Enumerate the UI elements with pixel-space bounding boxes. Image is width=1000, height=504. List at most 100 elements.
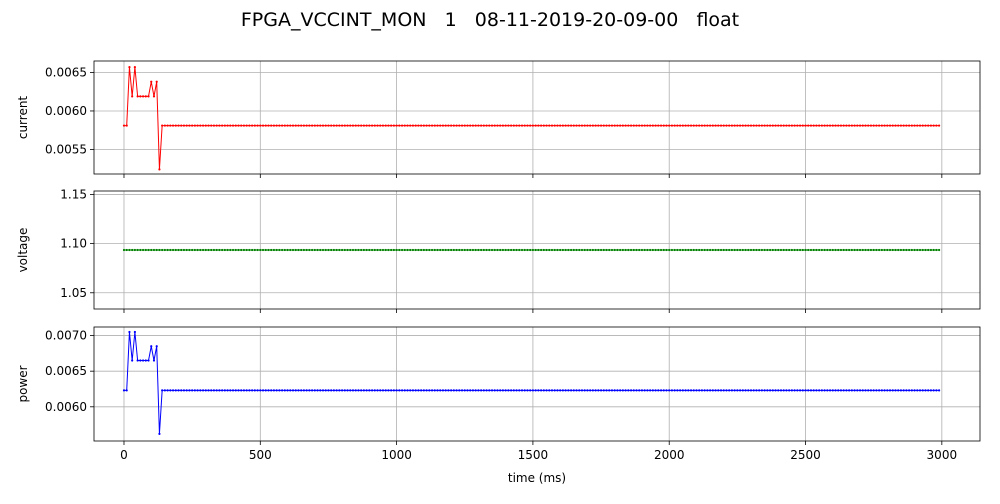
data-point (916, 124, 919, 127)
data-point (278, 389, 281, 392)
data-point (302, 248, 306, 252)
data-point (210, 248, 213, 252)
data-point (400, 124, 404, 127)
data-point (310, 248, 314, 252)
data-point (689, 248, 693, 252)
data-point (376, 124, 379, 127)
data-point (520, 124, 524, 127)
data-point (283, 124, 286, 127)
data-point (400, 248, 404, 252)
data-point (594, 124, 597, 127)
data-point (739, 124, 742, 127)
data-point (749, 124, 753, 127)
data-point (744, 389, 747, 392)
data-point (599, 124, 603, 127)
x-tick-label: 500 (249, 448, 272, 462)
data-point (338, 248, 341, 252)
data-point (297, 248, 300, 252)
data-point (646, 389, 649, 392)
data-point (550, 389, 554, 392)
data-point (264, 248, 267, 252)
data-point (305, 248, 308, 252)
data-point (788, 248, 791, 252)
data-point (679, 389, 682, 392)
data-point (291, 389, 295, 392)
data-point (839, 248, 843, 252)
data-point (275, 124, 278, 127)
data-point (837, 389, 840, 392)
data-point (812, 124, 815, 127)
data-point (627, 124, 630, 127)
data-point (809, 389, 813, 392)
data-point (354, 124, 357, 127)
data-point (679, 124, 682, 127)
data-point (774, 124, 777, 127)
data-point (853, 389, 856, 392)
data-point (768, 248, 772, 252)
data-point (798, 124, 802, 127)
data-point (616, 389, 619, 392)
data-point (790, 124, 794, 127)
data-point (679, 248, 682, 252)
data-point (338, 124, 341, 127)
data-point (878, 389, 881, 392)
data-point (938, 248, 941, 252)
data-point (807, 124, 810, 127)
data-point (141, 248, 145, 252)
data-point (910, 389, 913, 392)
data-point (144, 359, 147, 362)
data-point (831, 389, 834, 392)
data-point (261, 248, 265, 252)
data-point (493, 124, 496, 127)
data-point (281, 389, 284, 392)
data-point (204, 124, 207, 127)
data-point (684, 389, 687, 392)
data-point (485, 124, 488, 127)
data-point (733, 124, 736, 127)
data-point (242, 124, 246, 127)
data-point (237, 248, 240, 252)
data-point (368, 389, 371, 392)
data-point (185, 389, 188, 392)
data-point (218, 124, 221, 127)
data-point (739, 389, 742, 392)
data-point (632, 389, 635, 392)
data-point (613, 389, 616, 392)
data-point (627, 248, 630, 252)
data-point (474, 248, 477, 252)
data-point (848, 124, 851, 127)
data-point (166, 248, 169, 252)
data-point (161, 389, 164, 392)
data-point (330, 248, 333, 252)
data-point (537, 124, 540, 127)
data-point (439, 124, 442, 127)
data-point (158, 168, 161, 171)
data-point (398, 124, 401, 127)
data-point (736, 248, 739, 252)
data-point (319, 389, 322, 392)
data-point (916, 248, 919, 252)
data-point (452, 389, 455, 392)
data-point (556, 124, 559, 127)
data-point (591, 124, 594, 127)
data-point (801, 248, 804, 252)
data-point (613, 124, 616, 127)
data-point (872, 389, 875, 392)
data-point (518, 124, 521, 127)
data-point (529, 248, 532, 252)
data-point (782, 248, 785, 252)
data-point (281, 248, 284, 252)
data-point (477, 389, 480, 392)
data-point (349, 124, 352, 127)
data-point (616, 248, 619, 252)
data-point (188, 389, 191, 392)
data-point (910, 248, 913, 252)
data-point (428, 248, 431, 252)
data-point (627, 389, 630, 392)
data-point (572, 389, 575, 392)
data-point (823, 124, 826, 127)
data-point (567, 389, 570, 392)
data-point (539, 389, 543, 392)
data-point (545, 124, 548, 127)
data-point (469, 248, 472, 252)
